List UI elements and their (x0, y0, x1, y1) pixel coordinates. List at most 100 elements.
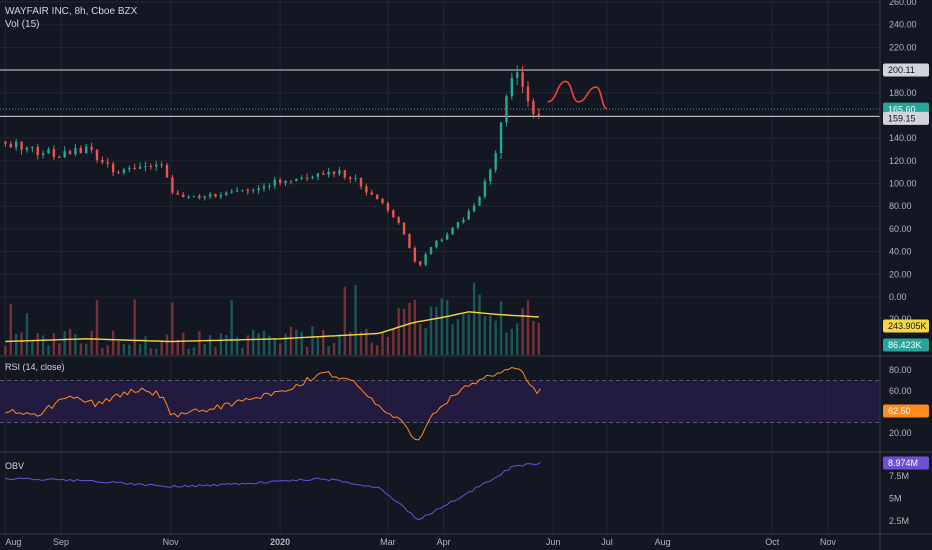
obv-tick: 5M (889, 494, 902, 504)
candle-body (47, 149, 50, 154)
candle-body (381, 198, 384, 203)
candle-body (370, 192, 373, 195)
time-tick: Nov (820, 537, 837, 547)
svg-text:86.423K: 86.423K (888, 340, 922, 350)
candle-body (198, 195, 201, 199)
candle-body (149, 166, 153, 168)
volume-tick: 20.00 (889, 314, 912, 324)
volume-bar (273, 339, 276, 355)
volume-bar (208, 335, 212, 355)
time-tick: 2020 (270, 537, 290, 547)
volume-bar (155, 348, 158, 355)
candle-body (435, 240, 438, 248)
candle-body (354, 178, 357, 180)
candle-body (117, 172, 120, 174)
volume-bar (305, 346, 309, 355)
candle-body (9, 143, 12, 148)
volume-bar (25, 313, 29, 355)
volume-bar (397, 307, 400, 355)
volume-bar (311, 326, 314, 355)
rsi-tick: 20.00 (889, 428, 912, 438)
volume-bar (392, 328, 395, 355)
candle-body (402, 222, 406, 235)
volume-bar (268, 335, 271, 355)
candle-body (429, 247, 433, 255)
volume-bar (74, 334, 77, 355)
volume-bar (408, 302, 411, 355)
candle-body (95, 149, 99, 161)
candle-body (413, 247, 417, 262)
candle-body (252, 190, 255, 192)
volume-bar (31, 340, 34, 355)
price-tick: 260.00 (889, 0, 917, 7)
candle-body (445, 234, 449, 240)
volume-bar (203, 344, 206, 355)
candle-body (408, 234, 411, 248)
candle-body (316, 173, 320, 177)
candle-body (467, 211, 470, 220)
obv-axis[interactable]: 7.5M 5M 2.5M (889, 471, 909, 526)
rsi-label[interactable]: RSI (14, close) (5, 362, 65, 372)
candle-body (510, 77, 514, 97)
volume-bar (138, 344, 142, 355)
volume-bar (181, 332, 185, 355)
volume-bar (451, 324, 454, 355)
candle-body (241, 189, 244, 191)
candle-body (165, 164, 169, 178)
obv-line (5, 461, 541, 521)
rsi-line (5, 366, 541, 441)
volume-bar (198, 331, 201, 355)
volume-bar (101, 347, 104, 355)
volume-bar (241, 347, 244, 355)
volume-bar (90, 331, 93, 355)
obv-tick: 7.5M (889, 471, 909, 481)
candle-body (489, 169, 492, 182)
volume-bar (63, 331, 66, 355)
candle-body (322, 173, 325, 175)
candle-body (327, 171, 330, 175)
volume-bar (225, 334, 228, 355)
obv-label[interactable]: OBV (5, 461, 25, 471)
candle-body (106, 162, 109, 164)
volume-bar (14, 333, 18, 355)
candle-body (305, 177, 309, 179)
volume-bar (289, 326, 293, 355)
volume-bar (122, 344, 126, 355)
candle-body (63, 151, 66, 158)
candle-body (101, 160, 104, 163)
projection-drawing[interactable] (547, 80, 608, 110)
candle-body (111, 163, 115, 173)
price-tick: 40.00 (889, 247, 912, 257)
time-axis[interactable]: Aug Sep Nov 2020 Mar Apr Jun Jul Aug Oct Nov (5, 537, 836, 547)
price-tick: 180.00 (889, 88, 917, 98)
volume-bar (370, 342, 373, 355)
candle-body (397, 217, 400, 223)
obv-badge: 8.974M (883, 456, 929, 470)
candle-body (31, 146, 34, 148)
volume-bar (68, 328, 72, 355)
volume-bar (52, 333, 56, 355)
volume-bar (252, 330, 255, 355)
candle-body (284, 180, 287, 183)
volume-bar (144, 336, 147, 355)
symbol-title[interactable]: WAYFAIR INC, 8h, Cboe BZX (5, 6, 138, 17)
candle-body (138, 166, 142, 169)
volume-ma-badge: 243.905K (883, 319, 929, 333)
volume-badge: 86.423K (883, 338, 929, 352)
candle-body (338, 170, 341, 175)
candle-body (262, 186, 266, 189)
volume-bar (521, 308, 524, 355)
volume-bar (4, 345, 7, 355)
candle-body (225, 192, 228, 195)
candle-body (456, 222, 460, 228)
svg-text:8.974M: 8.974M (888, 458, 918, 468)
volume-bar (424, 327, 427, 355)
horizontal-levels[interactable] (0, 69, 880, 117)
candle-body (300, 177, 303, 179)
candle-body (181, 194, 185, 198)
candle-body (521, 72, 524, 87)
volume-label[interactable]: Vol (15) (5, 19, 40, 30)
